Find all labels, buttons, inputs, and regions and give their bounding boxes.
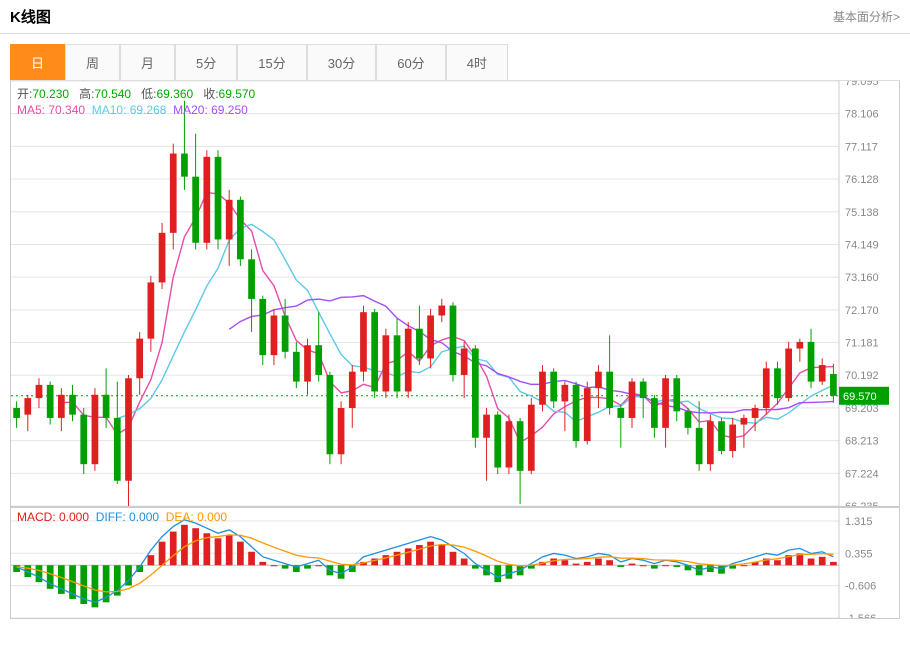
fundamental-link[interactable]: 基本面分析> xyxy=(833,8,900,25)
svg-text:77.117: 77.117 xyxy=(845,141,878,153)
timeframe-tabs: 日周月5分15分30分60分4时 xyxy=(10,44,900,81)
macd-readout: MACD: 0.000 DIFF: 0.000 DEA: 0.000 xyxy=(17,510,227,524)
svg-text:75.138: 75.138 xyxy=(845,207,879,219)
svg-text:74.149: 74.149 xyxy=(845,239,879,251)
tab-月[interactable]: 月 xyxy=(120,44,175,80)
svg-text:1.315: 1.315 xyxy=(845,516,873,528)
svg-text:71.181: 71.181 xyxy=(845,338,879,350)
svg-text:79.095: 79.095 xyxy=(845,81,879,88)
svg-text:67.224: 67.224 xyxy=(845,468,879,480)
tab-5分[interactable]: 5分 xyxy=(175,44,237,80)
svg-text:66.235: 66.235 xyxy=(845,501,879,506)
svg-text:0.355: 0.355 xyxy=(845,548,873,560)
tab-4时[interactable]: 4时 xyxy=(446,44,508,80)
macd-panel: MACD: 0.000 DIFF: 0.000 DEA: 0.000 1.315… xyxy=(10,507,900,619)
svg-text:70.192: 70.192 xyxy=(845,370,879,382)
chart-title: K线图 xyxy=(10,6,51,27)
svg-text:78.106: 78.106 xyxy=(845,109,879,121)
tab-15分[interactable]: 15分 xyxy=(237,44,306,80)
main-chart-panel: 开:70.230 高:70.540 低:69.360 收:69.570 MA5:… xyxy=(10,81,900,507)
candlestick-chart[interactable]: 79.095 78.106 77.117 76.128 75.138 74.149 73.1… xyxy=(11,81,889,506)
svg-text:-0.606: -0.606 xyxy=(845,581,876,593)
svg-text:73.160: 73.160 xyxy=(845,272,879,284)
macd-chart[interactable]: 1.315 0.355 -0.606 -1.566 xyxy=(11,508,889,618)
tab-日[interactable]: 日 xyxy=(10,44,65,80)
tab-周[interactable]: 周 xyxy=(65,44,120,80)
svg-text:69.570: 69.570 xyxy=(843,391,877,403)
tab-60分[interactable]: 60分 xyxy=(376,44,445,80)
svg-text:68.213: 68.213 xyxy=(845,436,879,448)
ohlc-readout: 开:70.230 高:70.540 低:69.360 收:69.570 xyxy=(17,85,255,102)
svg-text:76.128: 76.128 xyxy=(845,174,879,186)
svg-text:72.170: 72.170 xyxy=(845,305,879,317)
svg-text:-1.566: -1.566 xyxy=(845,613,876,618)
tab-30分[interactable]: 30分 xyxy=(307,44,376,80)
ma-readout: MA5: 70.340 MA10: 69.268 MA20: 69.250 xyxy=(17,103,248,117)
